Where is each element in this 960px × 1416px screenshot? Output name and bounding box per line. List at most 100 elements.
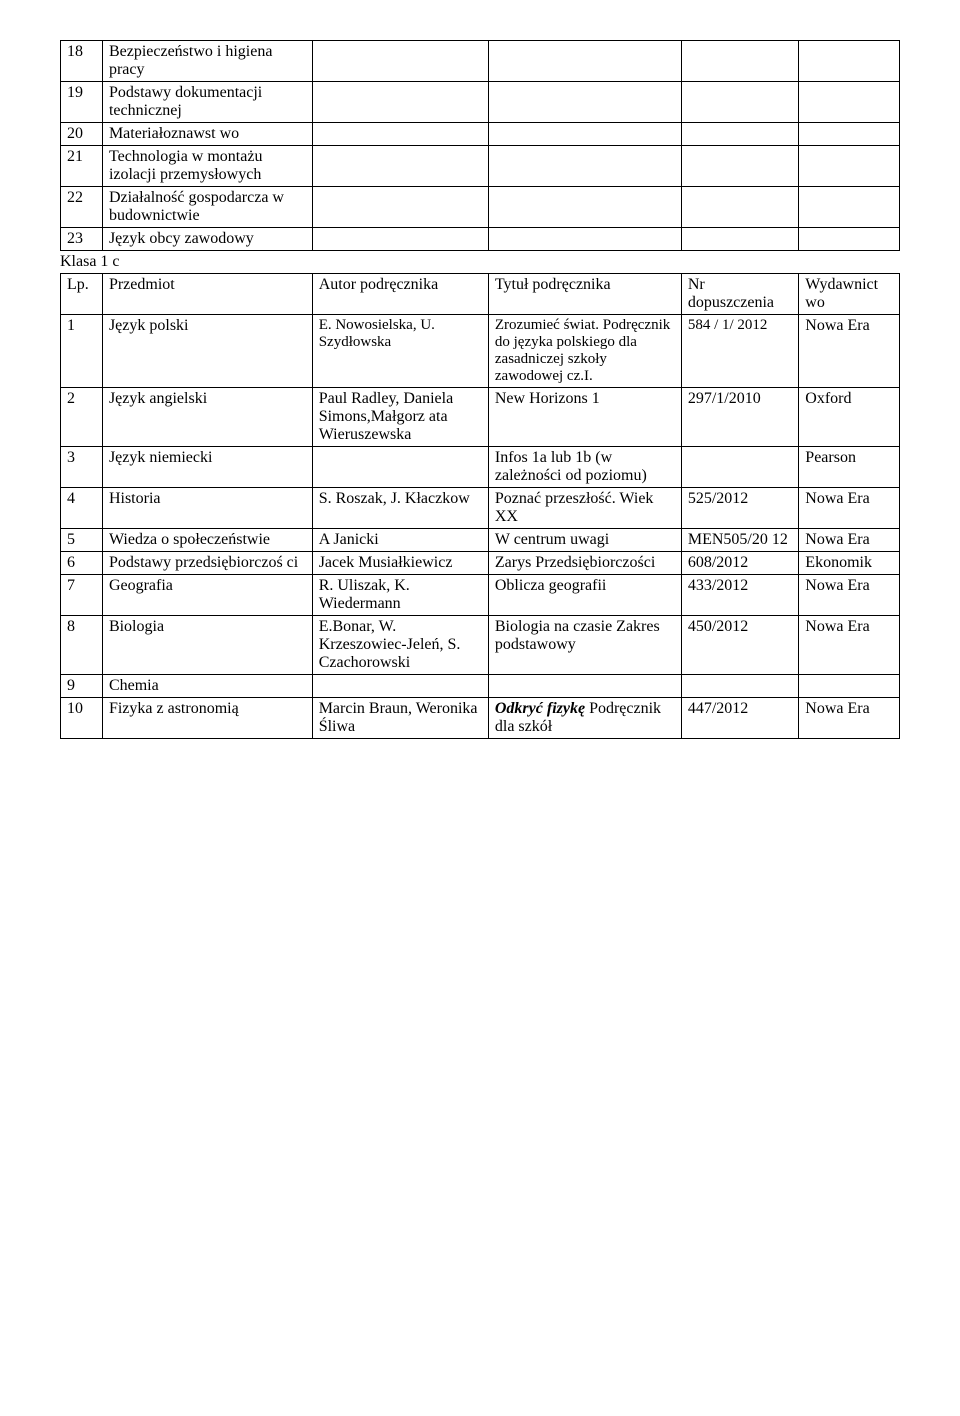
title-cell [488, 228, 681, 251]
author-cell [312, 41, 488, 82]
author-cell: A Janicki [312, 529, 488, 552]
author-cell [312, 447, 488, 488]
title-italic: Odkryć fizykę [495, 700, 585, 717]
header-cell-auth: Autor podręcznika [312, 274, 488, 315]
approval-cell [681, 228, 798, 251]
row-number: 5 [61, 529, 103, 552]
title-cell [488, 82, 681, 123]
author-cell: Paul Radley, Daniela Simons,Małgorz ata … [312, 388, 488, 447]
row-number: 23 [61, 228, 103, 251]
author-cell: R. Uliszak, K. Wiedermann [312, 575, 488, 616]
subject-cell: Geografia [102, 575, 312, 616]
row-number: 22 [61, 187, 103, 228]
publisher-cell: Nowa Era [799, 529, 900, 552]
approval-cell: 447/2012 [681, 698, 798, 739]
table-row: 8BiologiaE.Bonar, W. Krzeszowiec-Jeleń, … [61, 616, 900, 675]
subject-cell: Wiedza o społeczeństwie [102, 529, 312, 552]
author-cell: E. Nowosielska, U. Szydłowska [312, 315, 488, 388]
table-row: 10Fizyka z astronomiąMarcin Braun, Weron… [61, 698, 900, 739]
header-cell-title: Tytuł podręcznika [488, 274, 681, 315]
subject-cell: Technologia w montażu izolacji przemysło… [102, 146, 312, 187]
approval-cell [681, 187, 798, 228]
author-cell [312, 675, 488, 698]
author-cell [312, 187, 488, 228]
table-header-row: Lp.PrzedmiotAutor podręcznikaTytuł podrę… [61, 274, 900, 315]
publisher-cell [799, 675, 900, 698]
table-row: 2Język angielskiPaul Radley, Daniela Sim… [61, 388, 900, 447]
publisher-cell: Nowa Era [799, 616, 900, 675]
approval-cell [681, 82, 798, 123]
publisher-cell: Nowa Era [799, 315, 900, 388]
title-cell: Zarys Przedsiębiorczości [488, 552, 681, 575]
row-number: 18 [61, 41, 103, 82]
subject-cell: Chemia [102, 675, 312, 698]
publisher-cell: Ekonomik [799, 552, 900, 575]
table-row: 19Podstawy dokumentacji technicznej [61, 82, 900, 123]
subject-cell: Materiałoznawst wo [102, 123, 312, 146]
subject-cell: Podstawy dokumentacji technicznej [102, 82, 312, 123]
author-cell: E.Bonar, W. Krzeszowiec-Jeleń, S. Czacho… [312, 616, 488, 675]
row-number: 2 [61, 388, 103, 447]
publisher-cell [799, 41, 900, 82]
table-row: 7GeografiaR. Uliszak, K. WiedermannOblic… [61, 575, 900, 616]
approval-cell: 584 / 1/ 2012 [681, 315, 798, 388]
table-row: 21Technologia w montażu izolacji przemys… [61, 146, 900, 187]
title-cell: Poznać przeszłość. Wiek XX [488, 488, 681, 529]
approval-cell: 608/2012 [681, 552, 798, 575]
table-row: 4HistoriaS. Roszak, J. KłaczkowPoznać pr… [61, 488, 900, 529]
table-row: 5Wiedza o społeczeństwieA JanickiW centr… [61, 529, 900, 552]
title-cell: Oblicza geografii [488, 575, 681, 616]
table-row: 6Podstawy przedsiębiorczoś ciJacek Musia… [61, 552, 900, 575]
row-number: 7 [61, 575, 103, 616]
row-number: 1 [61, 315, 103, 388]
header-cell-num: Lp. [61, 274, 103, 315]
table-row: 3Język niemieckiInfos 1a lub 1b (w zależ… [61, 447, 900, 488]
title-cell: New Horizons 1 [488, 388, 681, 447]
subject-cell: Fizyka z astronomią [102, 698, 312, 739]
publisher-cell: Nowa Era [799, 698, 900, 739]
header-cell-subj: Przedmiot [102, 274, 312, 315]
approval-cell: 525/2012 [681, 488, 798, 529]
section-label: Klasa 1 c [60, 253, 900, 271]
approval-cell [681, 123, 798, 146]
row-number: 9 [61, 675, 103, 698]
row-number: 4 [61, 488, 103, 529]
publisher-cell [799, 123, 900, 146]
subject-cell: Działalność gospodarcza w budownictwie [102, 187, 312, 228]
subjects-table-continued: 18Bezpieczeństwo i higiena pracy19Podsta… [60, 40, 900, 251]
row-number: 8 [61, 616, 103, 675]
table-row: 18Bezpieczeństwo i higiena pracy [61, 41, 900, 82]
table-row: 23Język obcy zawodowy [61, 228, 900, 251]
table-row: 22Działalność gospodarcza w budownictwie [61, 187, 900, 228]
title-cell: W centrum uwagi [488, 529, 681, 552]
subject-cell: Biologia [102, 616, 312, 675]
title-cell [488, 675, 681, 698]
title-cell: Zrozumieć świat. Podręcznik do języka po… [488, 315, 681, 388]
row-number: 20 [61, 123, 103, 146]
approval-cell: 433/2012 [681, 575, 798, 616]
title-cell [488, 146, 681, 187]
subject-cell: Język obcy zawodowy [102, 228, 312, 251]
publisher-cell: Pearson [799, 447, 900, 488]
title-cell: Odkryć fizykę Podręcznik dla szkół [488, 698, 681, 739]
approval-cell: 450/2012 [681, 616, 798, 675]
row-number: 6 [61, 552, 103, 575]
approval-cell: MEN505/20 12 [681, 529, 798, 552]
row-number: 10 [61, 698, 103, 739]
subject-cell: Podstawy przedsiębiorczoś ci [102, 552, 312, 575]
table-row: 20Materiałoznawst wo [61, 123, 900, 146]
table-row: 1Język polskiE. Nowosielska, U. Szydłows… [61, 315, 900, 388]
publisher-cell: Oxford [799, 388, 900, 447]
author-cell [312, 146, 488, 187]
author-cell [312, 82, 488, 123]
publisher-cell [799, 146, 900, 187]
approval-cell: 297/1/2010 [681, 388, 798, 447]
title-cell: Biologia na czasie Zakres podstawowy [488, 616, 681, 675]
publisher-cell [799, 228, 900, 251]
title-cell [488, 41, 681, 82]
header-cell-appr: Nr dopuszczenia [681, 274, 798, 315]
approval-cell [681, 675, 798, 698]
approval-cell [681, 447, 798, 488]
row-number: 3 [61, 447, 103, 488]
author-cell: Marcin Braun, Weronika Śliwa [312, 698, 488, 739]
